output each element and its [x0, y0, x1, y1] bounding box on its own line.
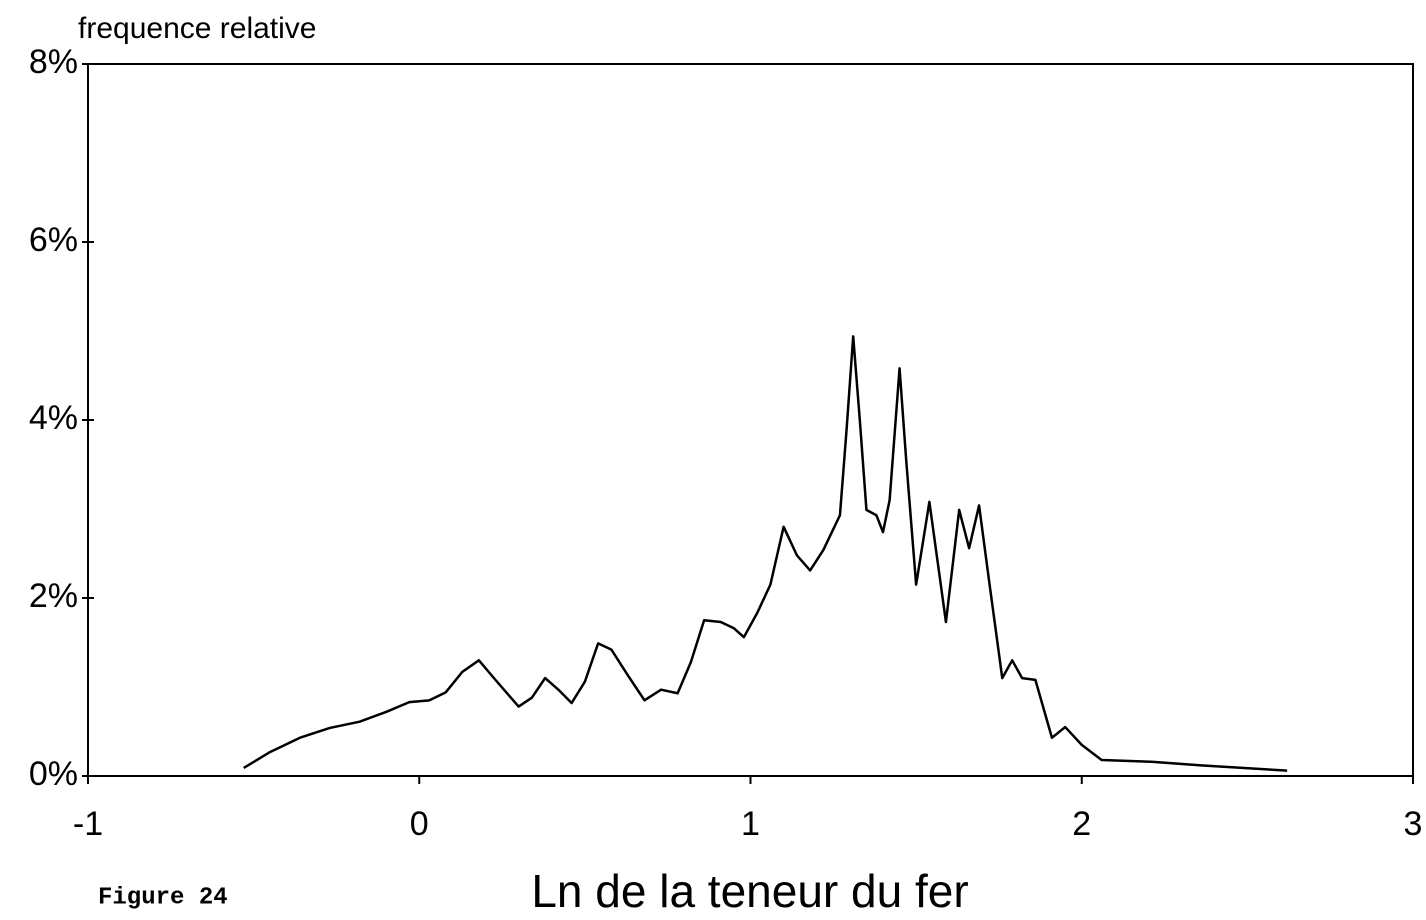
- plot-frame: [87, 63, 1414, 777]
- x-tick-label: 2: [1072, 805, 1091, 843]
- y-tick-label: 2%: [29, 577, 78, 615]
- y-tick-label: 0%: [29, 755, 78, 793]
- x-tick-label: 1: [741, 805, 760, 843]
- x-tick-label: -1: [73, 805, 103, 843]
- y-axis-label: frequence relative: [78, 12, 316, 45]
- y-tick-label: 4%: [29, 399, 78, 437]
- x-tick-label: 3: [1404, 805, 1423, 843]
- y-tick-label: 6%: [29, 221, 78, 259]
- data-line: [243, 335, 1288, 772]
- y-tick-label: 8%: [29, 43, 78, 81]
- figure-label: Figure 24: [98, 884, 228, 911]
- x-axis-label: Ln de la teneur du fer: [531, 865, 968, 917]
- x-tick-label: 0: [410, 805, 429, 843]
